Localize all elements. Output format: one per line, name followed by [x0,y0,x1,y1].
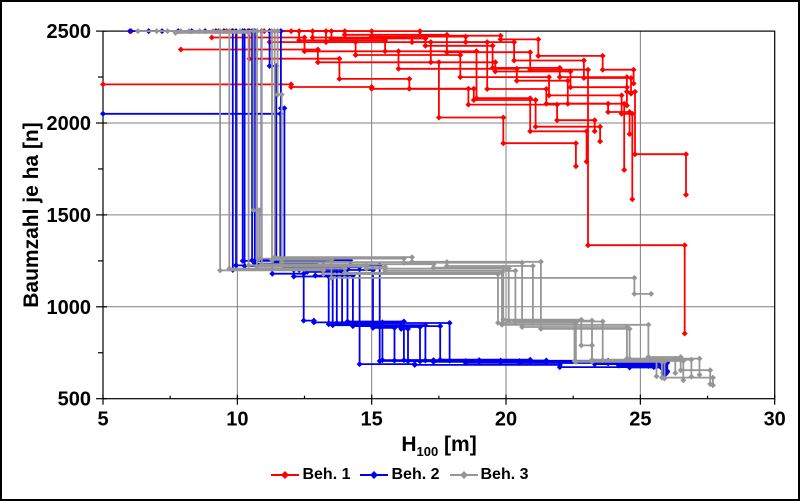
x-tick-label-20: 20 [495,409,517,431]
y-tick-label-2000: 2000 [47,113,92,135]
trajectory-line [103,83,596,132]
legend-item-beh-3: Beh. 3 [449,466,529,484]
legend-label: Beh. 2 [391,466,440,483]
y-tick-label-1000: 1000 [47,297,92,319]
x-tick-label-25: 25 [629,409,651,431]
legend-item-beh-1: Beh. 1 [271,466,350,484]
trajectory-markers [245,28,652,369]
x-tick-label-30: 30 [764,409,786,431]
legend-label: Beh. 1 [302,466,351,483]
x-tick-label-10: 10 [226,409,248,431]
trajectory-line [248,31,601,142]
trajectory-markers [261,28,688,337]
legend: Beh. 1 Beh. 2 Beh. 3 [2,463,798,487]
x-tick-label-5: 5 [97,409,108,431]
y-tick-label-2500: 2500 [47,21,92,43]
series-beh-1 [100,28,689,337]
legend-marker-icon [271,471,300,479]
y-tick-label-500: 500 [58,389,91,411]
y-axis-title: Baumzahl je ha [n] [20,122,43,308]
trajectory-markers [100,110,668,374]
trajectory-markers [177,46,579,170]
y-tick-label-1500: 1500 [47,205,92,227]
x-axis-title: H100 [m] [401,433,476,459]
x-axis-title-subscript: 100 [416,444,439,460]
legend-item-beh-2: Beh. 2 [360,466,440,484]
trajectory-line [103,112,666,371]
x-tick-label-15: 15 [361,409,383,431]
trajectory-line [148,30,660,365]
x-axis-title-base: H [401,432,417,456]
trajectory-markers [128,28,689,198]
legend-label: Beh. 3 [480,466,529,483]
series-beh-3 [134,28,716,389]
trajectory-markers [210,28,714,387]
legend-marker-icon [449,471,478,479]
legend-marker-icon [360,471,389,479]
x-axis-title-unit: [m] [438,432,477,456]
